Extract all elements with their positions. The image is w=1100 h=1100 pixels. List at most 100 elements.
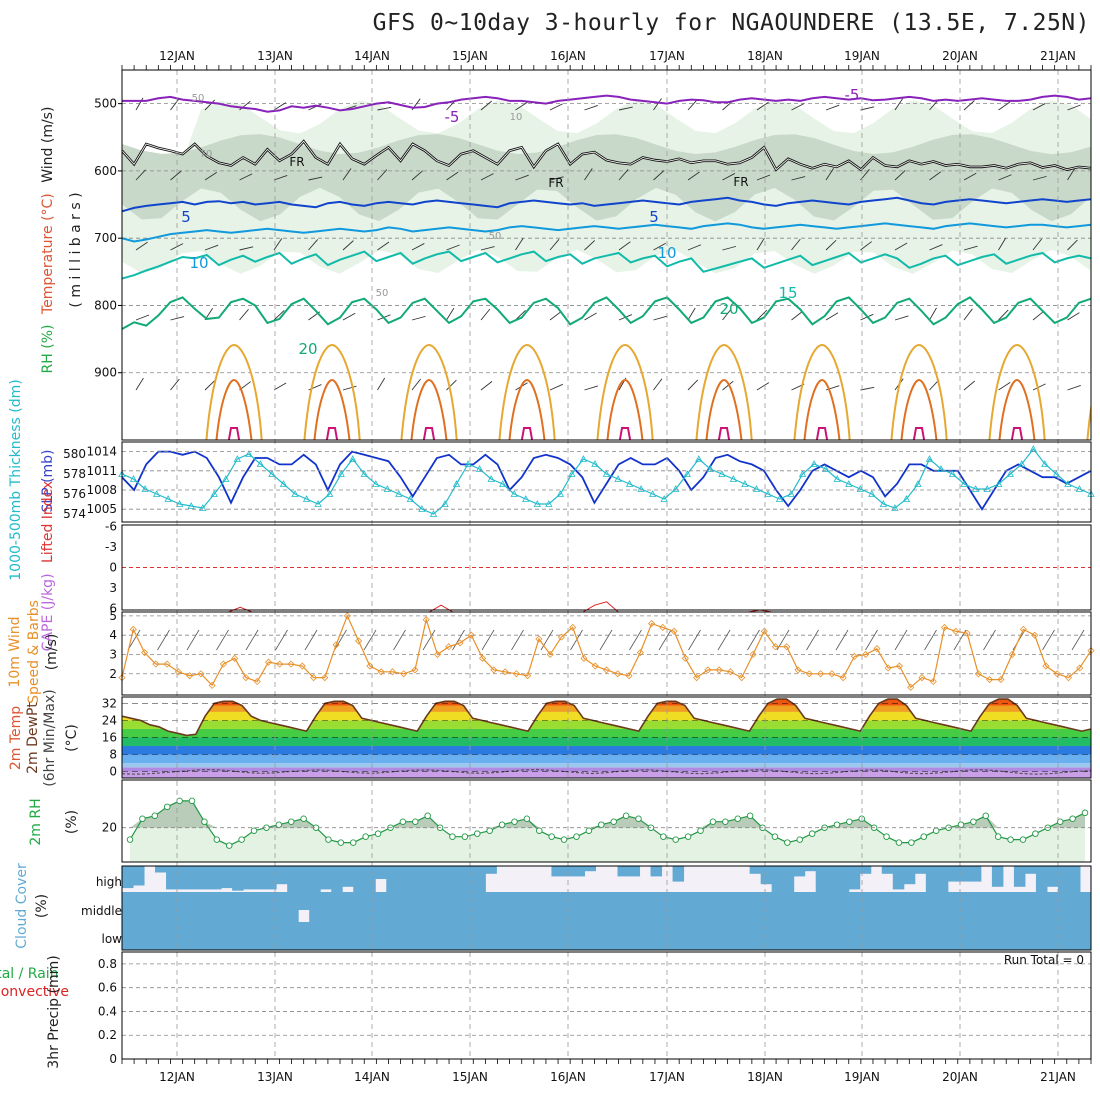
wind-barb — [549, 238, 560, 251]
pressure-tick-label: 600 — [94, 164, 117, 178]
wind10m-unit: (m/s) — [44, 634, 60, 671]
surface-isotherm-25 — [890, 343, 948, 440]
cloud-bar-middle — [364, 892, 376, 922]
cloud-bar-high — [1046, 866, 1059, 887]
cloud-bar-high — [364, 866, 376, 892]
cloud-bar-middle — [221, 892, 233, 922]
rh-point — [213, 836, 221, 843]
wind-speed-point — [749, 650, 757, 659]
rh-contour-label: 70 — [200, 149, 213, 160]
cloud-bar-low — [298, 922, 310, 950]
cloud-level-middle: middle — [81, 904, 122, 918]
cloud-bar-low — [122, 922, 134, 950]
cloud-bar-high — [430, 866, 442, 892]
wind-barb — [756, 382, 770, 391]
wind-barb — [515, 174, 529, 181]
instability-panel — [122, 567, 1091, 613]
panel-frame — [121, 441, 1092, 523]
rh-point — [573, 833, 580, 840]
rh-point — [548, 833, 555, 840]
wind-barb — [756, 174, 771, 181]
wind-speed-point — [478, 654, 487, 662]
surface-isotherm-35 — [912, 427, 926, 440]
cloud-bar-middle — [749, 892, 762, 922]
wind-barb — [791, 238, 801, 251]
wind-speed-point — [490, 666, 498, 674]
thickness-point — [822, 465, 830, 472]
cloud-bar-middle — [265, 892, 277, 922]
cloud-bar-low — [397, 922, 409, 950]
rh-point — [1069, 815, 1076, 823]
wind-barb — [825, 239, 837, 251]
cloud-bar-low — [980, 922, 993, 950]
precip-ylabel: Total / Rain Convective 3hr Precip (mm) … — [0, 953, 1084, 1069]
cloud-bar-high — [903, 866, 916, 885]
cloud-bar-middle — [408, 892, 420, 922]
rh-point — [188, 797, 196, 805]
cloud-bar-middle — [958, 892, 971, 922]
wind-barb — [411, 378, 421, 391]
rh-point — [908, 839, 915, 846]
rh-point — [337, 839, 345, 846]
cloud-bar-high — [177, 866, 189, 890]
cloud-bar-low — [441, 922, 453, 950]
thickness-point — [637, 485, 645, 492]
wind-barb — [377, 106, 392, 111]
thickness-point — [475, 465, 484, 472]
wind-barb — [894, 629, 908, 651]
rh-point — [349, 839, 357, 846]
surface-isotherm-30 — [508, 378, 546, 440]
cloud-bar-high — [408, 866, 420, 892]
surface-isotherm-25 — [988, 343, 1046, 440]
wind-barb — [687, 99, 698, 111]
cloud-bar-middle — [298, 892, 310, 910]
cloud-bar-low — [1024, 922, 1037, 950]
wind-barb — [273, 310, 285, 321]
cloud-bar-low — [683, 922, 696, 950]
cloud-bar-middle — [584, 892, 596, 922]
wind-speed-point — [602, 666, 611, 674]
cloud-bar-low — [254, 922, 266, 950]
thickness-point — [960, 480, 968, 487]
date-label-top: 21JAN — [1040, 49, 1076, 63]
thickness-point — [971, 485, 980, 492]
wind-barb — [717, 629, 731, 651]
wind-barb — [998, 381, 1011, 391]
isotherm-label: -5 — [845, 86, 860, 104]
cloud-bar-low — [771, 922, 784, 950]
cloud-bar-middle — [1024, 892, 1037, 922]
cloud-bar-low — [144, 922, 156, 950]
thickness-point — [868, 490, 876, 497]
panel-frame — [121, 696, 1092, 779]
wind-barb — [747, 629, 760, 651]
cloud-bar-high — [837, 866, 850, 892]
wind-speed-point — [715, 666, 723, 674]
thickness-point — [995, 480, 1003, 487]
cloud-bar-low — [727, 922, 740, 950]
date-label-bottom: 13JAN — [257, 1070, 293, 1084]
cloud-bar-middle — [738, 892, 751, 922]
rh-point — [1081, 809, 1089, 817]
wind-speed-point — [433, 650, 442, 659]
wind-barb — [825, 168, 835, 181]
cloud-bar-middle — [276, 892, 288, 922]
wind-barb — [963, 380, 976, 391]
surface-isotherm-30 — [900, 378, 938, 440]
cloud-bar-middle — [353, 892, 365, 922]
cloud-bar-middle — [716, 892, 729, 922]
rh-contour-label: 10 — [510, 112, 523, 123]
cloud-bar-high — [397, 866, 409, 892]
wind-barb — [658, 629, 672, 651]
wind-barb — [1032, 383, 1046, 391]
isotherm-minus5 — [122, 94, 1091, 113]
wind-barb — [446, 244, 460, 251]
cloud-bar-middle — [243, 892, 255, 922]
cloud-bar-low — [881, 922, 894, 950]
wind-speed-point — [625, 672, 633, 680]
thickness-point — [1018, 460, 1026, 467]
rh-point — [201, 818, 208, 825]
panel-frame — [121, 611, 1092, 696]
rh2m-panel — [122, 797, 1091, 862]
cloud-bar-low — [177, 922, 189, 950]
thickness-tick-label: 580 — [63, 447, 86, 461]
